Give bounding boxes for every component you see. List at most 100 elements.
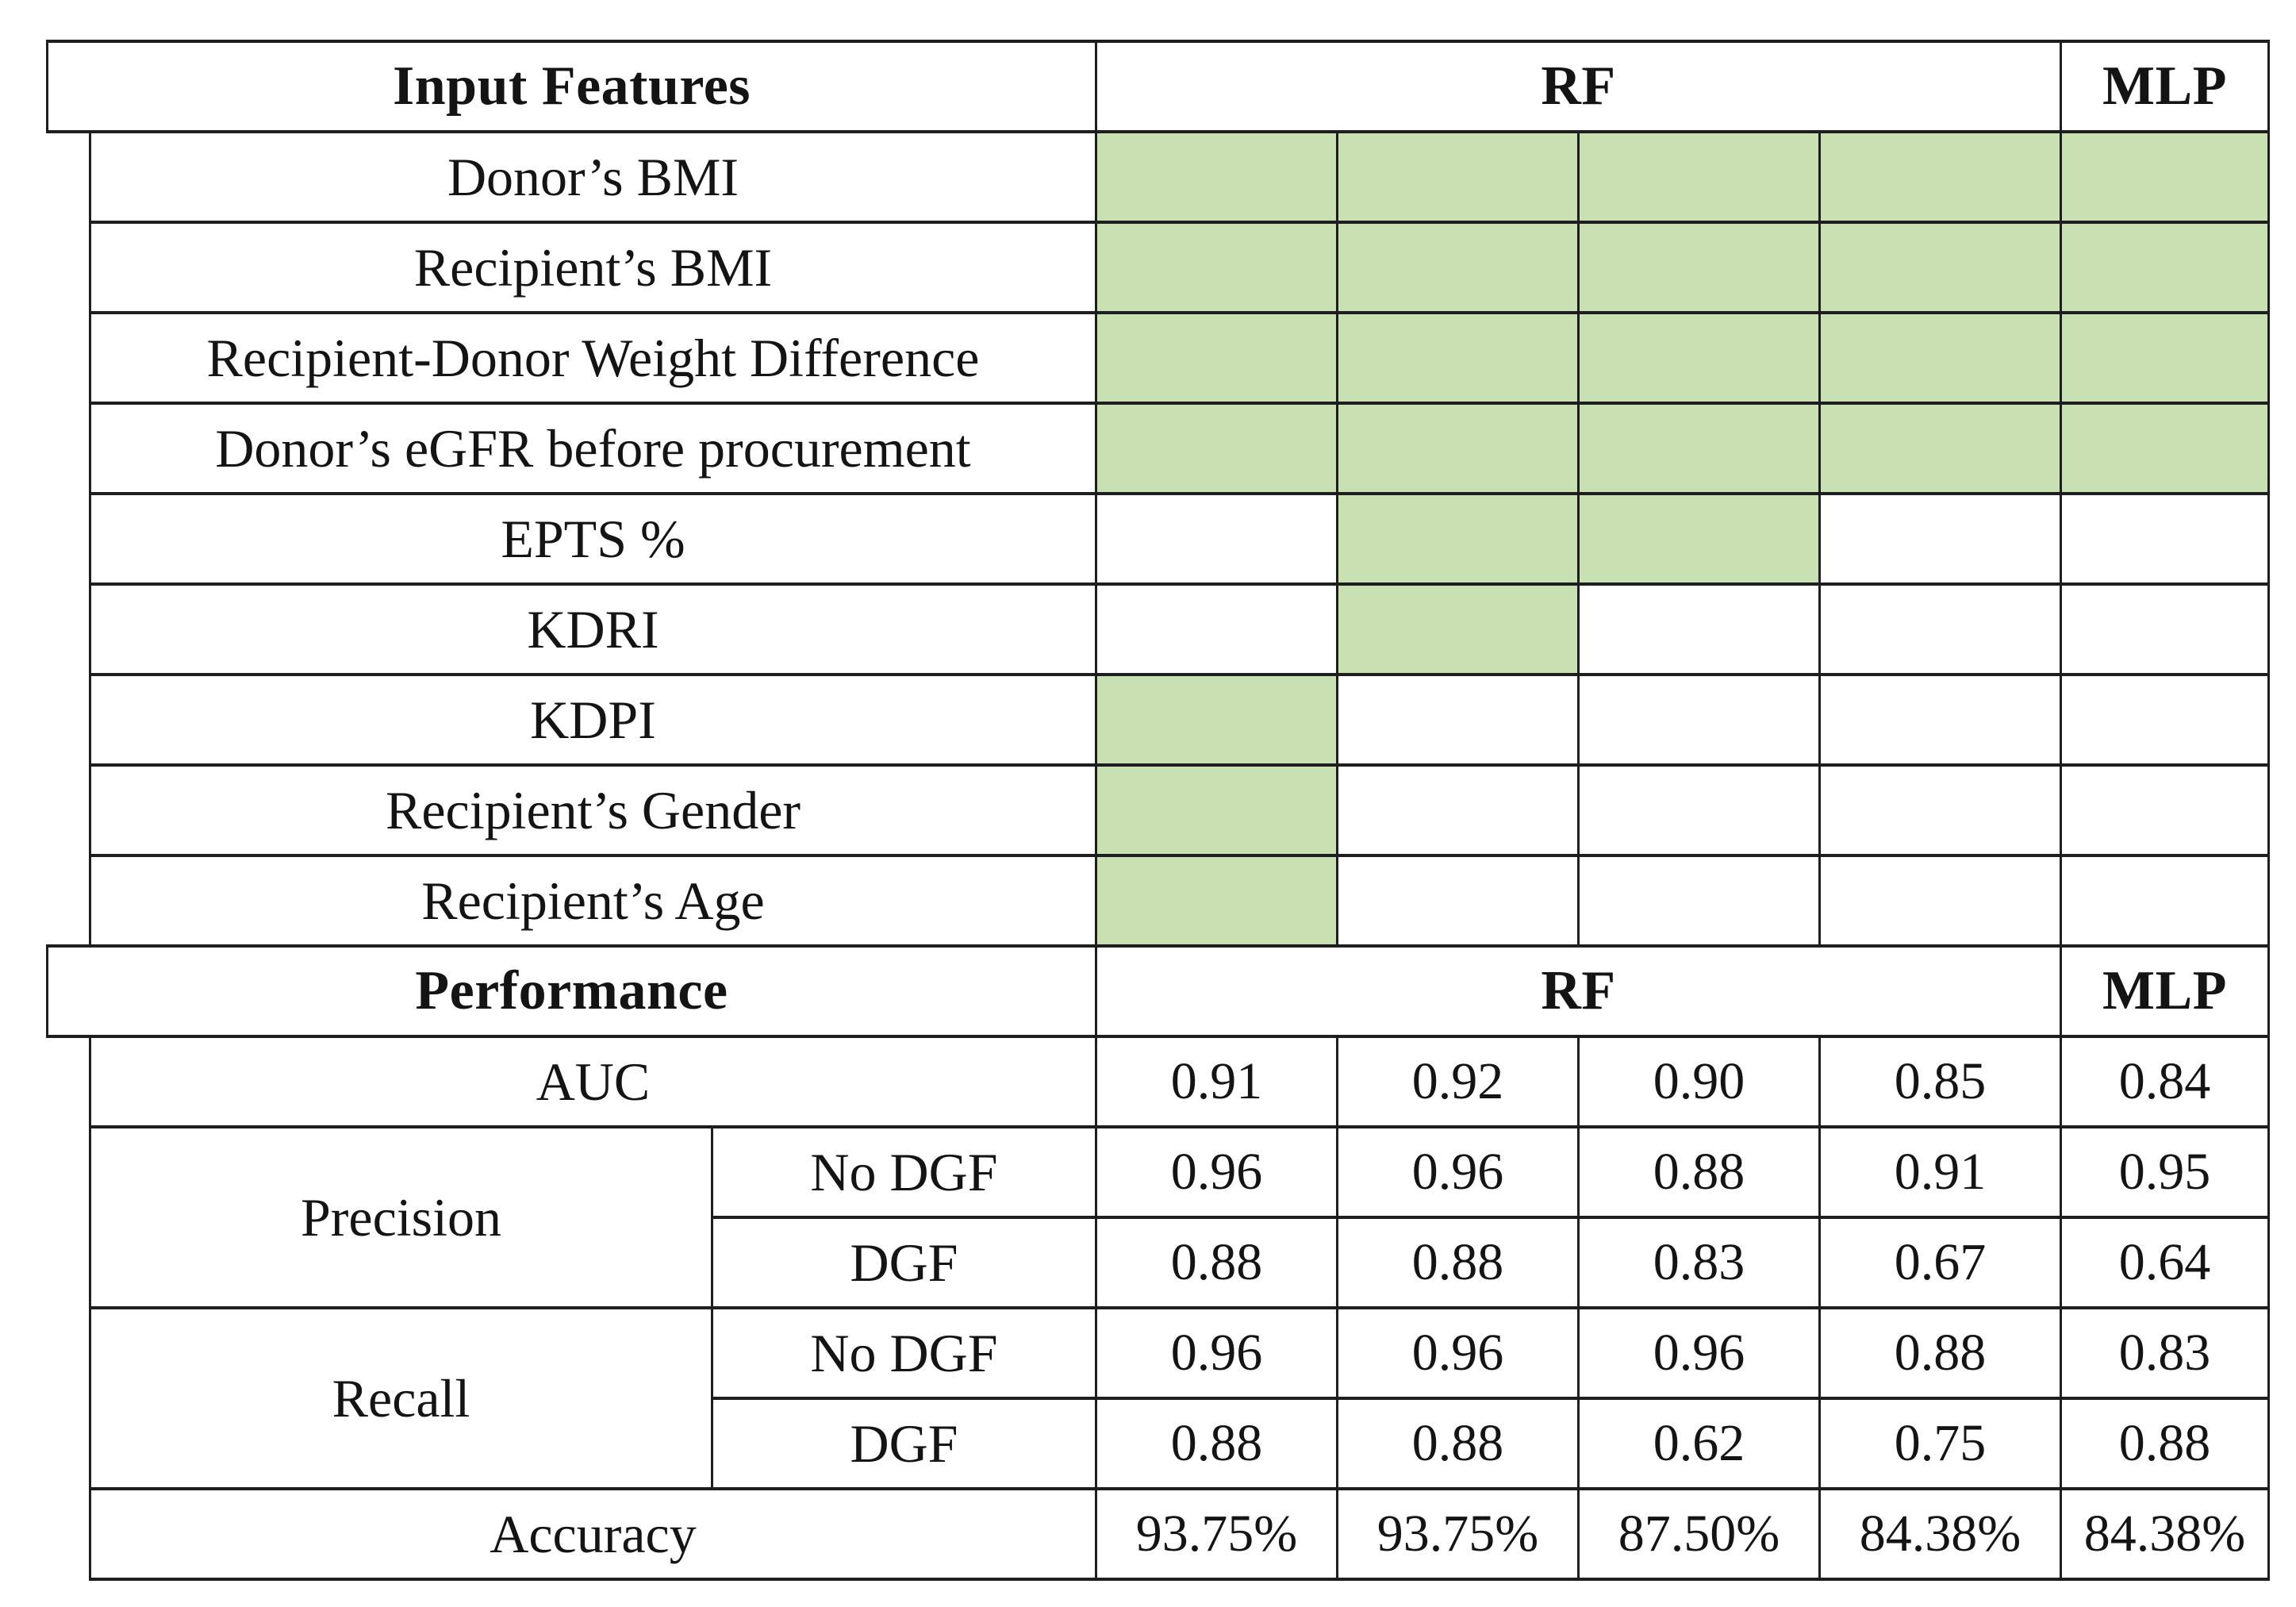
metric-label: Recall <box>89 1306 713 1490</box>
metric-value-cell: 0.96 <box>1095 1125 1338 1219</box>
performance-rf-header: RF <box>1095 944 2062 1038</box>
metric-value-cell: 0.62 <box>1577 1397 1821 1490</box>
metric-value-cell: 87.50% <box>1577 1487 1821 1581</box>
left-step-spacer <box>47 1308 90 1398</box>
feature-selected-cell <box>1095 221 1338 314</box>
feature-row: Recipient’s Age <box>47 854 2270 948</box>
feature-selected-cell <box>1577 402 1821 495</box>
metric-value-cell: 0.96 <box>1336 1125 1580 1219</box>
metric-value-cell: 0.95 <box>2060 1125 2270 1219</box>
feature-empty-cell <box>1095 492 1338 586</box>
metric-subrow: Recall No DGF 0.96 0.96 0.96 0.88 0.83 <box>47 1306 2270 1490</box>
feature-row: Recipient-Donor Weight Difference <box>47 311 2270 405</box>
metric-value-cell: 0.67 <box>1818 1216 2062 1309</box>
metric-subrow: Precision No DGF 0.96 0.96 0.88 0.91 0.95 <box>47 1125 2270 1309</box>
feature-empty-cell <box>1336 854 1580 948</box>
metric-value-cell: 0.88 <box>1095 1216 1338 1309</box>
metric-subrow: DGF 0.88 0.88 0.83 0.67 0.64 <box>47 1216 2270 1309</box>
feature-empty-cell <box>1577 673 1821 767</box>
results-table-body: Input Features RF MLP Donor’s BMI Recipient’… <box>46 40 2270 1581</box>
left-step-spacer <box>47 855 90 946</box>
feature-empty-cell <box>1577 763 1821 857</box>
left-step-spacer <box>47 1489 90 1579</box>
feature-empty-cell <box>1095 582 1338 676</box>
feature-row: EPTS % <box>47 492 2270 586</box>
metric-value-cell: 0.84 <box>2060 1035 2270 1128</box>
feature-empty-cell <box>1818 763 2062 857</box>
feature-selected-cell <box>1577 311 1821 405</box>
input-features-title: Input Features <box>46 40 1097 133</box>
feature-row: KDRI <box>47 582 2270 676</box>
metric-value-cell: 0.96 <box>1336 1306 1580 1400</box>
left-step-spacer <box>47 1036 90 1127</box>
feature-label: Donor’s eGFR before procurement <box>89 402 1097 495</box>
feature-empty-cell <box>1818 673 2062 767</box>
metric-value-cell: 0.88 <box>1095 1397 1338 1490</box>
metric-row: AUC 0.91 0.92 0.90 0.85 0.84 <box>47 1035 2270 1128</box>
feature-label: EPTS % <box>89 492 1097 586</box>
metric-sublabel: No DGF <box>711 1125 1097 1219</box>
metric-value-cell: 0.64 <box>2060 1216 2270 1309</box>
feature-selected-cell <box>1336 311 1580 405</box>
left-step-spacer <box>47 494 90 584</box>
metric-sublabel: DGF <box>711 1216 1097 1309</box>
metric-value-cell: 0.83 <box>1577 1216 1821 1309</box>
feature-selected-cell <box>1095 402 1338 495</box>
feature-selected-cell <box>1577 130 1821 224</box>
feature-selected-cell <box>1095 673 1338 767</box>
feature-row: Recipient’s Gender <box>47 763 2270 857</box>
feature-selected-cell <box>2060 311 2270 405</box>
figure-wrapper: Input Features RF MLP Donor’s BMI Recipient’… <box>46 40 2270 1581</box>
feature-selected-cell <box>1818 311 2062 405</box>
feature-selected-cell <box>1095 763 1338 857</box>
feature-selected-cell <box>1336 402 1580 495</box>
metric-sublabel: DGF <box>711 1397 1097 1490</box>
metric-value-cell: 0.88 <box>1818 1306 2062 1400</box>
left-step-spacer <box>47 222 90 313</box>
model-comparison-table: Input Features RF MLP Donor’s BMI Recipient’… <box>46 40 2270 1581</box>
performance-header-row: Performance RF MLP <box>46 944 2270 1038</box>
feature-empty-cell <box>1818 854 2062 948</box>
feature-row: Recipient’s BMI <box>47 221 2270 314</box>
metric-subrow: DGF 0.88 0.88 0.62 0.75 0.88 <box>47 1397 2270 1490</box>
left-step-spacer <box>47 403 90 494</box>
feature-selected-cell <box>1818 221 2062 314</box>
left-step-spacer <box>47 765 90 855</box>
feature-selected-cell <box>1095 311 1338 405</box>
metric-value-cell: 0.75 <box>1818 1397 2062 1490</box>
feature-empty-cell <box>1818 492 2062 586</box>
feature-selected-cell <box>1336 492 1580 586</box>
metric-row: Accuracy 93.75% 93.75% 87.50% 84.38% 84.38% <box>47 1487 2270 1581</box>
feature-selected-cell <box>1818 130 2062 224</box>
feature-label: Donor’s BMI <box>89 130 1097 224</box>
feature-selected-cell <box>1818 402 2062 495</box>
feature-selected-cell <box>2060 402 2270 495</box>
feature-empty-cell <box>1577 854 1821 948</box>
left-step-spacer <box>47 1127 90 1217</box>
feature-empty-cell <box>2060 582 2270 676</box>
feature-empty-cell <box>1818 582 2062 676</box>
feature-empty-cell <box>2060 854 2270 948</box>
metric-label: AUC <box>89 1035 1097 1128</box>
feature-selected-cell <box>2060 221 2270 314</box>
metric-value-cell: 93.75% <box>1336 1487 1580 1581</box>
input-features-mlp-header: MLP <box>2060 40 2270 133</box>
metric-value-cell: 84.38% <box>2060 1487 2270 1581</box>
metric-label: Precision <box>89 1125 713 1309</box>
left-step-spacer <box>47 584 90 675</box>
metric-value-cell: 0.96 <box>1095 1306 1338 1400</box>
feature-row: Donor’s eGFR before procurement <box>47 402 2270 495</box>
left-step-spacer <box>47 132 90 222</box>
feature-selected-cell <box>1336 130 1580 224</box>
performance-mlp-header: MLP <box>2060 944 2270 1038</box>
feature-empty-cell <box>2060 673 2270 767</box>
left-step-spacer <box>47 1398 90 1489</box>
feature-label: KDPI <box>89 673 1097 767</box>
feature-row: KDPI <box>47 673 2270 767</box>
feature-empty-cell <box>1336 763 1580 857</box>
feature-selected-cell <box>2060 130 2270 224</box>
feature-selected-cell <box>1095 854 1338 948</box>
left-step-spacer <box>47 1217 90 1308</box>
feature-empty-cell <box>2060 492 2270 586</box>
